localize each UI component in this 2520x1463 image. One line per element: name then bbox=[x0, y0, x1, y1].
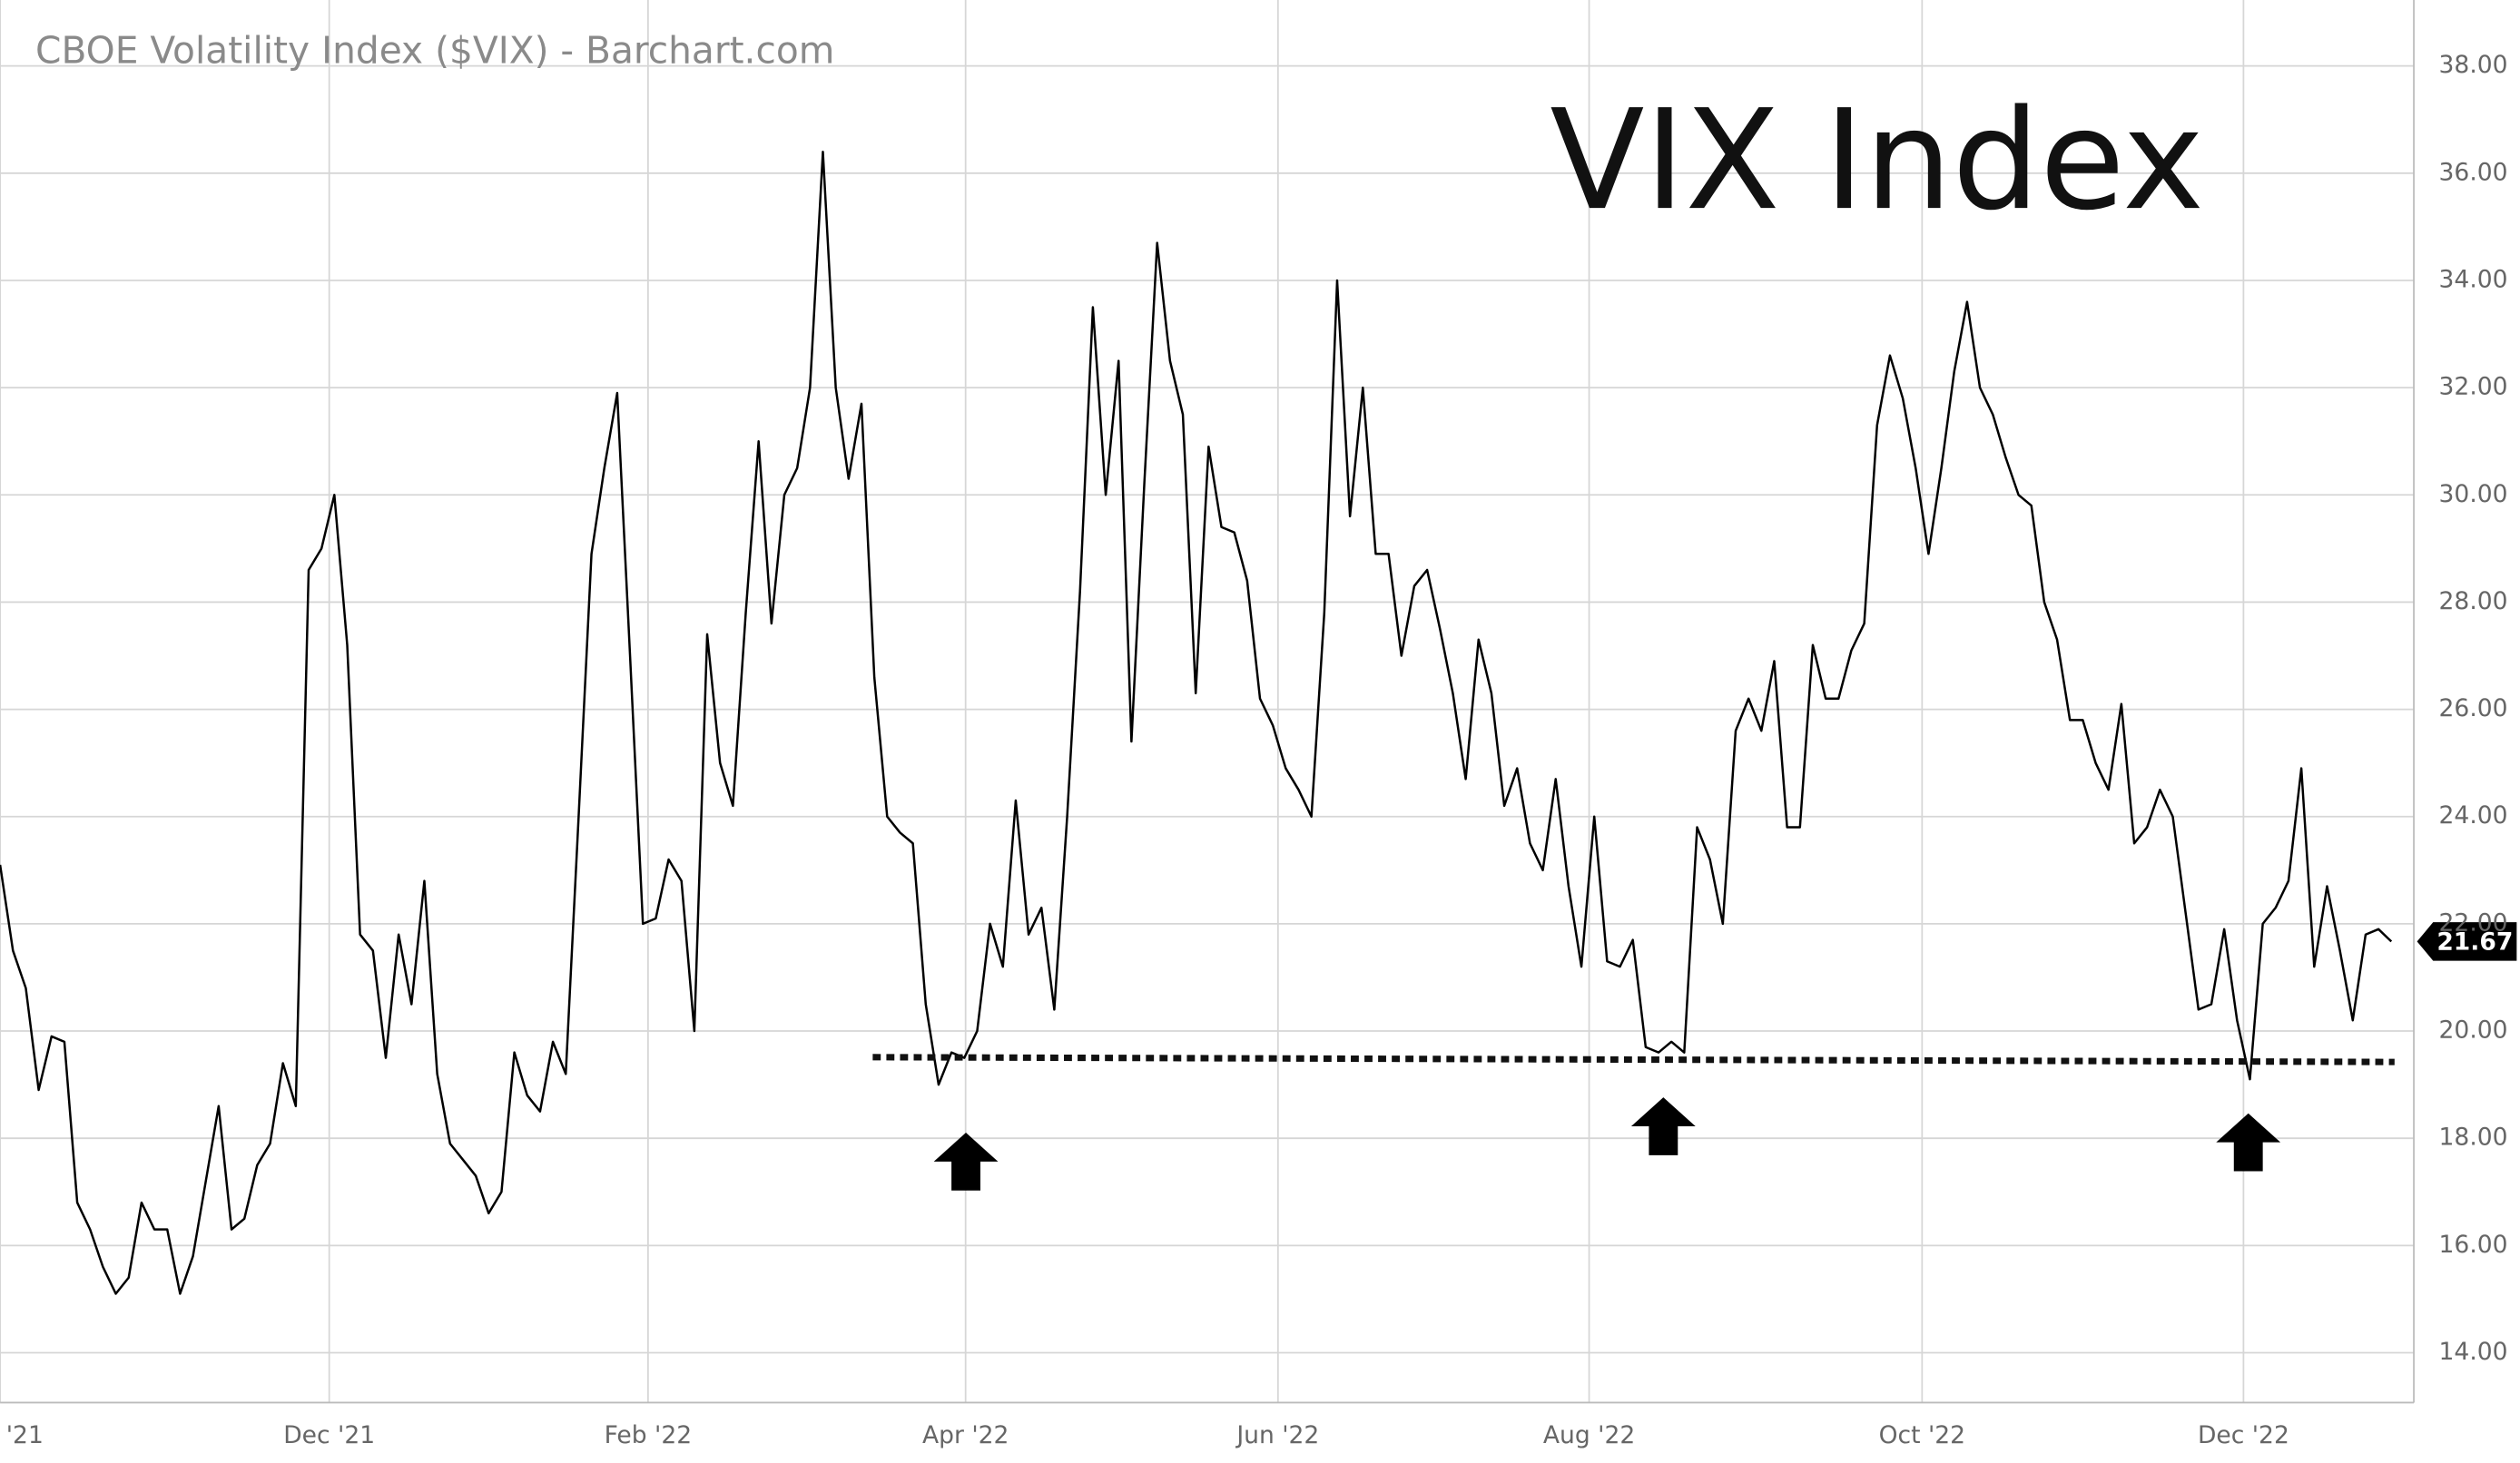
price-line bbox=[0, 150, 2393, 1295]
y-tick-label: 14.00 bbox=[2439, 1338, 2508, 1366]
x-tick-label: Oct '21 bbox=[0, 1421, 44, 1449]
support-line bbox=[872, 1054, 2395, 1065]
x-tick-label: Feb '22 bbox=[605, 1421, 693, 1449]
last-value-tag: 21.67 bbox=[2417, 922, 2517, 961]
y-tick-label: 20.00 bbox=[2439, 1016, 2508, 1045]
x-tick-label: Dec '21 bbox=[283, 1421, 375, 1449]
y-tick-label: 24.00 bbox=[2439, 801, 2508, 830]
arrow bbox=[933, 1133, 999, 1191]
subtitle: CBOE Volatility Index ($VIX) - Barchart.… bbox=[35, 28, 834, 72]
arrow bbox=[2216, 1113, 2281, 1172]
x-tick-label: Dec '22 bbox=[2198, 1421, 2289, 1449]
y-tick-label: 28.00 bbox=[2439, 587, 2508, 615]
x-tick-label: Oct '22 bbox=[1879, 1421, 1965, 1449]
x-tick-label: Aug '22 bbox=[1543, 1421, 1635, 1449]
y-tick-label: 36.00 bbox=[2439, 158, 2508, 186]
y-tick-label: 22.00 bbox=[2439, 908, 2508, 937]
y-tick-label: 38.00 bbox=[2439, 51, 2508, 79]
y-tick-label: 32.00 bbox=[2439, 373, 2508, 401]
y-tick-label: 16.00 bbox=[2439, 1231, 2508, 1259]
chart-title: VIX Index bbox=[1550, 80, 2204, 241]
arrow bbox=[1630, 1097, 1696, 1155]
x-tick-label: Jun '22 bbox=[1235, 1421, 1319, 1449]
grid bbox=[0, 0, 2415, 1403]
y-tick-label: 18.00 bbox=[2439, 1124, 2508, 1152]
y-tick-label: 34.00 bbox=[2439, 265, 2508, 293]
last-value-box bbox=[2417, 922, 2517, 961]
x-tick-label: Apr '22 bbox=[922, 1421, 1009, 1449]
y-tick-label: 26.00 bbox=[2439, 694, 2508, 722]
y-tick-label: 30.00 bbox=[2439, 480, 2508, 508]
last-value-label: 21.67 bbox=[2436, 928, 2513, 957]
line-layer bbox=[0, 150, 2393, 1295]
